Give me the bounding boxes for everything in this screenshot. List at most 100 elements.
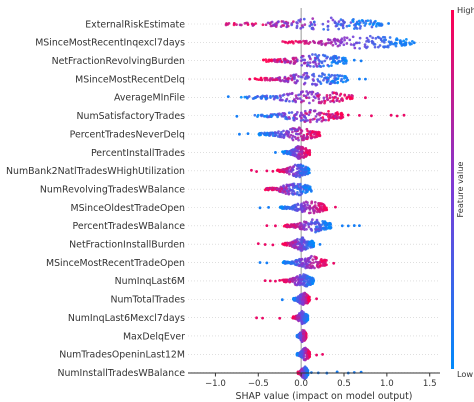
feature-label: MSinceMostRecentInqexcl7days bbox=[35, 38, 185, 49]
shap-outlier-point bbox=[404, 41, 408, 45]
shap-point bbox=[296, 149, 299, 153]
shap-point bbox=[296, 237, 299, 241]
shap-point bbox=[313, 266, 316, 270]
shap-point bbox=[307, 167, 310, 171]
shap-point bbox=[272, 23, 276, 27]
shap-point bbox=[278, 134, 282, 138]
shap-point bbox=[290, 22, 294, 25]
shap-point bbox=[295, 113, 298, 116]
shap-point bbox=[305, 315, 308, 318]
shap-point bbox=[370, 25, 374, 29]
shap-point bbox=[319, 263, 322, 267]
shap-point bbox=[280, 170, 284, 173]
shap-point bbox=[269, 95, 272, 98]
shap-point bbox=[295, 207, 299, 211]
shap-point bbox=[312, 244, 316, 248]
shap-point bbox=[330, 40, 334, 44]
shap-point bbox=[304, 75, 308, 79]
shap-point bbox=[306, 318, 310, 321]
x-tick-label: 0.0 bbox=[294, 379, 308, 389]
shap-point bbox=[317, 228, 321, 231]
shap-point bbox=[301, 210, 304, 214]
shap-point bbox=[334, 24, 338, 28]
shap-point bbox=[292, 245, 295, 248]
shap-point bbox=[272, 59, 276, 62]
shap-point bbox=[307, 299, 311, 303]
shap-point bbox=[320, 75, 323, 78]
shap-outlier-point bbox=[340, 224, 344, 228]
shap-point bbox=[322, 260, 326, 264]
shap-point bbox=[360, 19, 364, 22]
shap-point bbox=[295, 96, 298, 100]
shap-outlier-point bbox=[389, 113, 393, 117]
shap-point bbox=[326, 76, 329, 79]
shap-point bbox=[287, 111, 291, 115]
shap-point bbox=[288, 280, 292, 284]
shap-point bbox=[351, 94, 354, 98]
shap-point bbox=[271, 113, 275, 116]
shap-point bbox=[302, 73, 305, 77]
shap-point bbox=[312, 132, 316, 136]
shap-point bbox=[300, 192, 304, 195]
shap-point bbox=[282, 93, 286, 97]
shap-point bbox=[279, 79, 283, 83]
shap-outlier-point bbox=[263, 279, 267, 283]
shap-point bbox=[298, 188, 302, 192]
shap-point bbox=[357, 19, 361, 23]
shap-point bbox=[290, 136, 294, 140]
feature-label: MSinceMostRecentTradeOpen bbox=[46, 258, 185, 269]
feature-label: NetFractionInstallBurden bbox=[69, 240, 185, 251]
shap-point bbox=[295, 167, 299, 170]
shap-point bbox=[343, 76, 346, 80]
shap-point bbox=[295, 223, 299, 226]
shap-point bbox=[304, 312, 308, 316]
shap-point bbox=[366, 19, 370, 23]
shap-point bbox=[326, 28, 330, 31]
shap-point bbox=[297, 152, 301, 156]
shap-point bbox=[304, 40, 307, 44]
shap-point bbox=[283, 60, 287, 63]
shap-point bbox=[293, 192, 297, 195]
shap-point bbox=[294, 81, 298, 85]
shap-point bbox=[287, 76, 290, 80]
shap-point bbox=[302, 226, 306, 229]
shap-outlier-point bbox=[315, 297, 318, 301]
shap-point bbox=[314, 260, 318, 264]
shap-point bbox=[266, 78, 269, 82]
shap-point bbox=[289, 60, 293, 63]
shap-point bbox=[335, 39, 339, 42]
shap-point bbox=[332, 91, 336, 95]
shap-outlier-point bbox=[268, 279, 272, 283]
shap-outlier-point bbox=[255, 170, 258, 173]
shap-point bbox=[302, 245, 306, 249]
shap-point bbox=[381, 35, 385, 39]
shap-point bbox=[276, 96, 279, 100]
x-axis-ticks: −1.0 −0.5 0.0 0.5 1.0 1.5 bbox=[205, 373, 437, 389]
shap-point bbox=[351, 35, 355, 39]
shap-point bbox=[338, 100, 341, 103]
shap-point bbox=[247, 95, 251, 98]
shap-point bbox=[312, 261, 315, 264]
shap-point bbox=[276, 131, 280, 135]
shap-outlier-point bbox=[352, 224, 356, 227]
shap-point bbox=[321, 116, 325, 119]
shap-point bbox=[322, 112, 326, 116]
shap-point bbox=[302, 201, 306, 205]
shap-point bbox=[344, 80, 348, 83]
shap-point bbox=[282, 129, 285, 133]
shap-point bbox=[265, 114, 269, 118]
shap-outlier-point bbox=[278, 316, 282, 320]
shap-point bbox=[321, 42, 324, 46]
shap-point bbox=[310, 23, 314, 26]
shap-point bbox=[318, 225, 322, 228]
shap-point bbox=[280, 132, 283, 136]
shap-point bbox=[299, 205, 303, 209]
shap-point bbox=[333, 74, 337, 77]
shap-point bbox=[303, 239, 306, 242]
shap-point bbox=[251, 97, 255, 100]
shap-point bbox=[291, 148, 295, 151]
shap-point bbox=[298, 263, 302, 267]
shap-point bbox=[352, 43, 356, 47]
shap-point bbox=[260, 131, 264, 135]
shap-point bbox=[286, 41, 290, 45]
